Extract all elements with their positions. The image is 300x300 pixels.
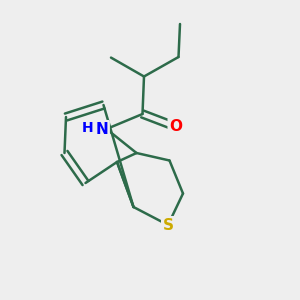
Text: H: H [82,121,94,134]
Text: O: O [169,119,182,134]
Text: N: N [96,122,108,136]
Text: S: S [163,218,173,232]
